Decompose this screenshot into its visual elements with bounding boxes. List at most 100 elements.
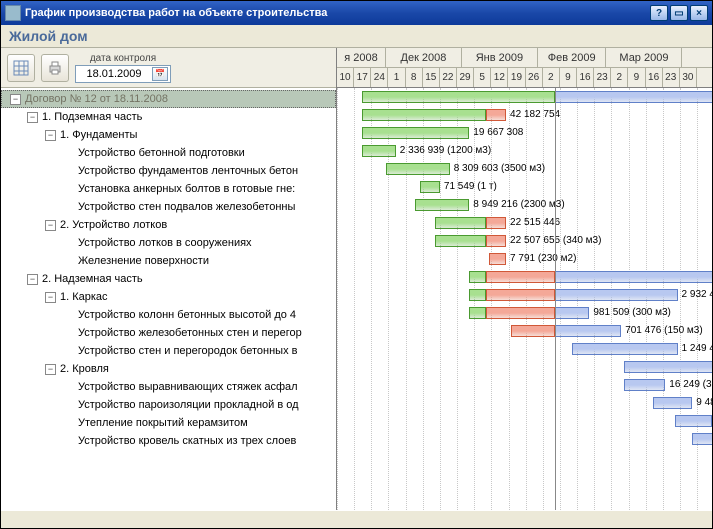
tree-row[interactable]: Устройство лотков в сооружениях: [1, 234, 336, 252]
tree-row[interactable]: Железнение поверхности: [1, 252, 336, 270]
gantt-bar[interactable]: [362, 145, 396, 157]
tree-row[interactable]: −2. Устройство лотков: [1, 216, 336, 234]
gantt-bar[interactable]: [653, 397, 692, 409]
tree-row[interactable]: Утепление покрытий керамзитом: [1, 414, 336, 432]
day-tick: 2: [611, 68, 628, 87]
day-tick: 9: [560, 68, 577, 87]
tree-row[interactable]: Устройство фундаментов ленточных бетон: [1, 162, 336, 180]
toolbar: дата контроля 📅: [1, 48, 336, 88]
gantt-bar[interactable]: [692, 433, 712, 445]
control-date-input[interactable]: [78, 68, 150, 80]
tree-row[interactable]: Устройство пароизоляции прокладной в од: [1, 396, 336, 414]
day-tick: 24: [371, 68, 388, 87]
tree-row[interactable]: Установка анкерных болтов в готовые гне:: [1, 180, 336, 198]
bar-value-label: 22 515 446: [510, 217, 560, 228]
bar-value-label: 9 481 (320 м2): [696, 397, 712, 408]
gantt-bar[interactable]: [486, 235, 506, 247]
gantt-bar[interactable]: [415, 199, 469, 211]
tree-row[interactable]: Устройство стен подвалов железобетонны: [1, 198, 336, 216]
gantt-bar[interactable]: [486, 217, 506, 229]
tree-label: Установка анкерных болтов в готовые гне:: [76, 183, 295, 195]
gantt-bar[interactable]: [486, 109, 506, 121]
gantt-bar[interactable]: [555, 325, 621, 337]
gantt-bar[interactable]: [469, 289, 486, 301]
titlebar[interactable]: График производства работ на объекте стр…: [1, 1, 712, 25]
tree-row[interactable]: Устройство выравнивающих стяжек асфал: [1, 378, 336, 396]
month-header: Янв 2009: [462, 48, 538, 67]
expand-toggle[interactable]: −: [10, 94, 21, 105]
minimize-button[interactable]: ▭: [670, 5, 688, 21]
tree-label: Утепление покрытий керамзитом: [76, 417, 248, 429]
tree-row[interactable]: Устройство кровель скатных из трех слоев: [1, 432, 336, 450]
expand-toggle[interactable]: −: [27, 274, 38, 285]
task-tree[interactable]: −Договор № 12 от 18.11.2008−1. Подземная…: [1, 88, 336, 510]
gantt-bar[interactable]: [486, 289, 555, 301]
day-tick: 1: [388, 68, 405, 87]
day-tick: 9: [628, 68, 645, 87]
gantt-bar[interactable]: [469, 271, 486, 283]
day-tick: 15: [423, 68, 440, 87]
tree-label: Устройство стен и перегородок бетонных в: [76, 345, 297, 357]
day-tick: 10: [337, 68, 354, 87]
tree-row[interactable]: −Договор № 12 от 18.11.2008: [1, 90, 336, 108]
expand-toggle[interactable]: −: [45, 292, 56, 303]
tree-row[interactable]: Устройство колонн бетонных высотой до 4: [1, 306, 336, 324]
gantt-bar[interactable]: [469, 307, 486, 319]
tree-label: Устройство лотков в сооружениях: [76, 237, 252, 249]
calendar-button[interactable]: 📅: [152, 67, 168, 81]
gantt-bar[interactable]: [420, 181, 440, 193]
tree-label: Устройство выравнивающих стяжек асфал: [76, 381, 298, 393]
gantt-bar[interactable]: [435, 235, 486, 247]
expand-toggle[interactable]: −: [27, 112, 38, 123]
gantt-bar[interactable]: [675, 415, 712, 427]
bar-value-label: 7 791 (230 м2): [510, 253, 576, 264]
gantt-bar[interactable]: [362, 109, 487, 121]
grid-icon: [13, 60, 29, 76]
expand-toggle[interactable]: −: [45, 220, 56, 231]
tree-row[interactable]: Устройство стен и перегородок бетонных в: [1, 342, 336, 360]
gantt-bar[interactable]: [555, 271, 712, 283]
gantt-bar[interactable]: [555, 289, 678, 301]
expand-toggle[interactable]: −: [45, 364, 56, 375]
gantt-bar[interactable]: [386, 163, 450, 175]
close-button[interactable]: ×: [690, 5, 708, 21]
help-button[interactable]: ?: [650, 5, 668, 21]
tree-label: Договор № 12 от 18.11.2008: [23, 93, 168, 105]
gantt-bar[interactable]: [555, 91, 712, 103]
gantt-bar[interactable]: [489, 253, 506, 265]
bar-value-label: 981 509 (300 м3): [593, 307, 671, 318]
app-icon: [5, 5, 21, 21]
tree-row[interactable]: −1. Каркас: [1, 288, 336, 306]
tree-row[interactable]: −2. Кровля: [1, 360, 336, 378]
bar-value-label: 16 249 (350 м2): [669, 379, 712, 390]
tree-row[interactable]: Устройство бетонной подготовки: [1, 144, 336, 162]
tree-label: 1. Каркас: [58, 291, 108, 303]
tree-row[interactable]: −1. Подземная часть: [1, 108, 336, 126]
gantt-bar[interactable]: [572, 343, 677, 355]
gantt-bar[interactable]: [435, 217, 486, 229]
gantt-bar[interactable]: [624, 379, 666, 391]
control-date-label: дата контроля: [90, 53, 156, 64]
bar-value-label: 71 549 (1 т): [444, 181, 497, 192]
gantt-bar[interactable]: [511, 325, 555, 337]
gantt-bar[interactable]: [486, 271, 555, 283]
gantt-bar[interactable]: [362, 91, 556, 103]
print-button[interactable]: [41, 54, 69, 82]
gantt-bar[interactable]: [486, 307, 555, 319]
gantt-bar[interactable]: [555, 307, 589, 319]
tree-label: Устройство железобетонных стен и перегор: [76, 327, 302, 339]
tree-row[interactable]: −2. Надземная часть: [1, 270, 336, 288]
project-subtitle: Жилой дом: [1, 25, 712, 48]
table-view-button[interactable]: [7, 54, 35, 82]
tree-row[interactable]: Устройство железобетонных стен и перегор: [1, 324, 336, 342]
month-header: я 2008: [337, 48, 386, 67]
bar-value-label: 2 336 939 (1200 м3): [400, 145, 491, 156]
gantt-chart[interactable]: 45 288 7142 182 75419 667 3082 336 939 (…: [337, 88, 712, 510]
gantt-bar[interactable]: [362, 127, 470, 139]
tree-row[interactable]: −1. Фундаменты: [1, 126, 336, 144]
expand-toggle[interactable]: −: [45, 130, 56, 141]
gantt-bar[interactable]: [624, 361, 712, 373]
day-tick: 22: [440, 68, 457, 87]
day-tick: 2: [543, 68, 560, 87]
tree-label: 2. Кровля: [58, 363, 109, 375]
